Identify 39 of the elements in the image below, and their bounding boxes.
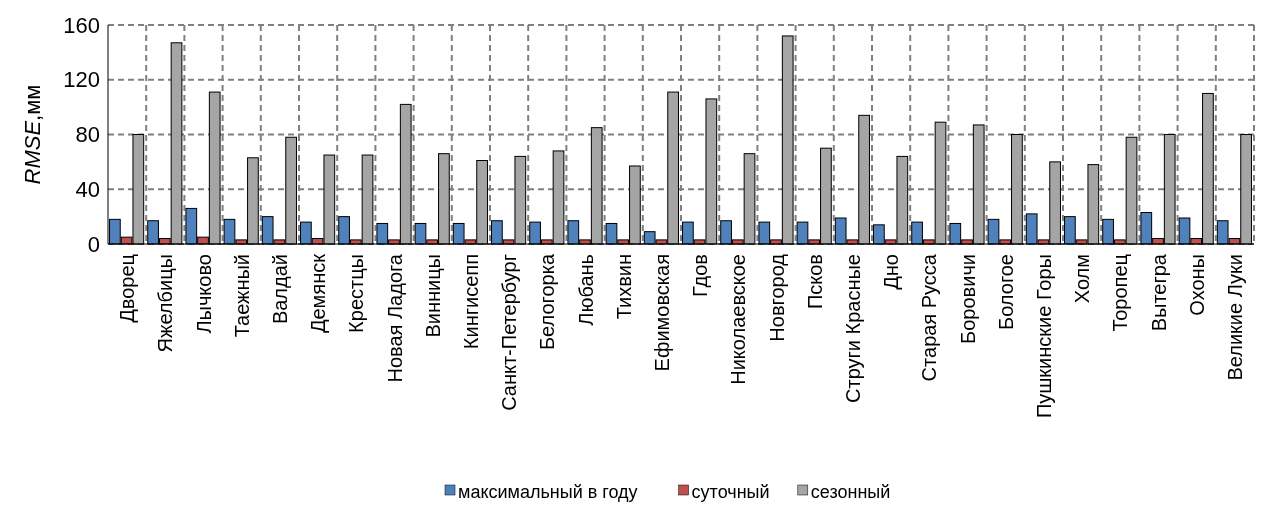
x-tick-label: Санкт-Петербург [498, 254, 521, 411]
x-tick-label: Дворец [116, 254, 139, 323]
x-tick-label: Любань [574, 254, 597, 326]
x-tick-label: Новгород [765, 253, 788, 342]
x-tick-label: Бологое [994, 254, 1017, 330]
x-tick-label: Охоны [1185, 254, 1208, 316]
y-axis-title: RMSE,мм [20, 84, 45, 185]
x-tick-label: Валдай [268, 254, 291, 325]
x-tick-label: Великие Луки [1223, 254, 1246, 381]
x-tick-label: Таежный [230, 254, 253, 338]
x-tick-label: Псков [803, 254, 826, 310]
legend-label: сезонный [810, 482, 891, 502]
legend-label: максимальный в году [458, 482, 638, 502]
x-tick-label: Пушкинские Горы [1032, 254, 1055, 419]
x-tick-label: Крестцы [345, 254, 368, 333]
legend-label: суточный [691, 482, 770, 502]
x-tick-label: Тихвин [612, 254, 635, 320]
x-tick-label: Боровичи [956, 254, 979, 344]
x-tick-label: Новая Ладога [383, 253, 406, 383]
x-tick-label: Яжелбицы [154, 254, 177, 353]
x-tick-label: Торопец [1109, 254, 1132, 332]
x-tick-label: Струги Красные [841, 254, 864, 403]
x-tick-label: Холм [1071, 254, 1094, 304]
y-tick-label: 160 [63, 12, 100, 38]
y-tick-label: 80 [75, 122, 100, 148]
y-tick-label: 0 [87, 231, 100, 257]
x-tick-label: Дно [880, 254, 903, 290]
x-tick-label: Белогорка [536, 253, 559, 351]
y-tick-label: 40 [75, 176, 100, 202]
x-tick-label: Лычково [192, 254, 215, 334]
x-tick-label: Винницы [421, 254, 444, 338]
x-tick-label: Кингисепп [459, 254, 482, 350]
x-tick-label: Старая Русса [918, 253, 941, 382]
x-tick-label: Гдов [689, 254, 712, 297]
y-tick-label: 120 [63, 67, 100, 93]
x-tick-label: Николаевское [727, 254, 750, 385]
x-tick-label: Демянск [307, 253, 330, 334]
x-tick-label: Ефимовская [650, 254, 673, 372]
x-tick-label: Вытегра [1147, 253, 1170, 332]
